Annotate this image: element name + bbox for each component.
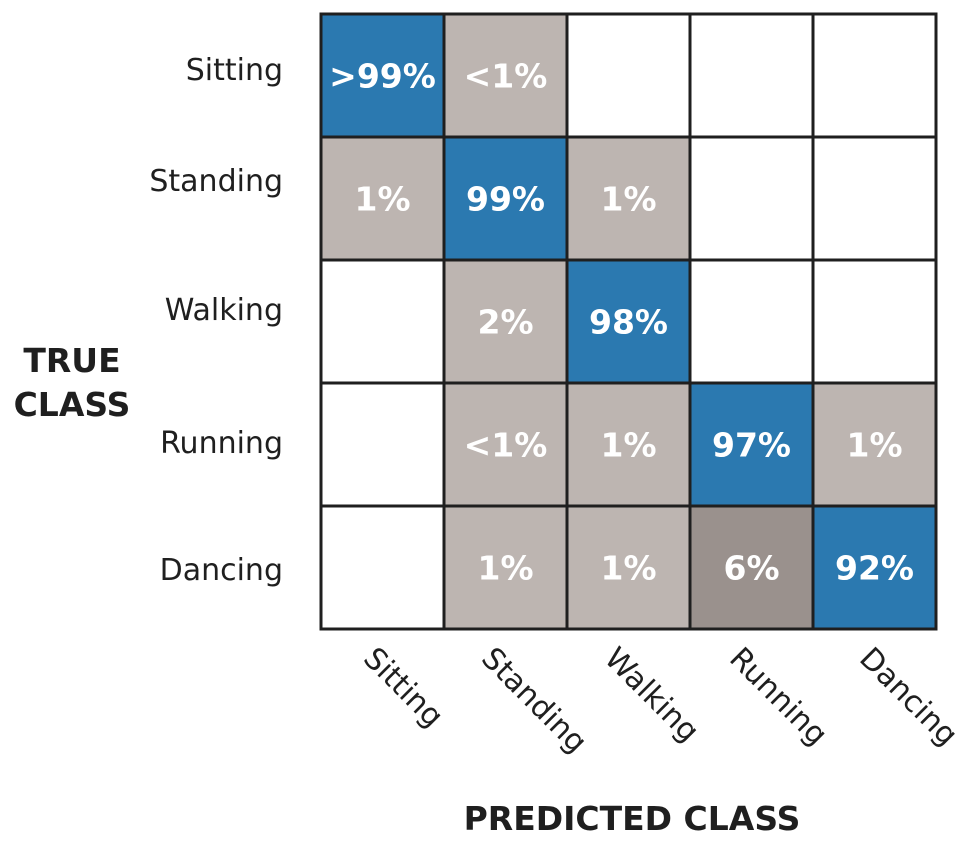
cell-label-running-standing: <1% [464, 426, 548, 465]
matrix-cell-dancing-sitting [321, 506, 444, 629]
matrix-cell-running-walking [567, 383, 690, 506]
y-axis-title-line-1: TRUE [23, 341, 120, 380]
cell-label-running-running: 97% [712, 426, 791, 465]
matrix-cell-standing-walking [567, 137, 690, 260]
column-label-running: Running [722, 641, 834, 753]
row-label-running: Running [160, 426, 283, 461]
cell-label-standing-sitting: 1% [354, 180, 410, 219]
row-label-sitting: Sitting [186, 53, 283, 88]
cell-label-dancing-walking: 1% [600, 549, 656, 588]
column-label-walking: Walking [597, 641, 705, 749]
x-axis-title: PREDICTED CLASS [464, 799, 801, 838]
cell-label-dancing-standing: 1% [477, 549, 533, 588]
column-label-dancing: Dancing [852, 641, 956, 753]
cell-label-walking-walking: 98% [589, 303, 668, 342]
row-label-standing: Standing [149, 164, 283, 199]
matrix-cell-sitting-sitting [321, 14, 444, 137]
matrix-cell-dancing-walking [567, 506, 690, 629]
matrix-cell-dancing-running [690, 506, 813, 629]
matrix-frame [319, 12, 938, 631]
cell-label-sitting-standing: <1% [464, 57, 548, 96]
column-label-sitting: Sitting [356, 641, 450, 735]
cell-label-running-walking: 1% [600, 426, 656, 465]
matrix-cell-running-running [690, 383, 813, 506]
matrix-cell-sitting-standing [444, 14, 567, 137]
cell-label-sitting-sitting: >99% [329, 57, 436, 96]
grid-layer [319, 12, 938, 631]
cell-label-standing-standing: 99% [466, 180, 545, 219]
y-axis-title-line-2: CLASS [14, 385, 131, 424]
matrix-cell-walking-dancing [813, 260, 936, 383]
cell-label-dancing-running: 6% [723, 549, 779, 588]
matrix-cell-running-sitting [321, 383, 444, 506]
cells-layer: >99% <1% 1% 99% 1% 2% 98% <1% 1% 97% 1% 1% 1% 6% 92% [321, 14, 936, 629]
row-label-dancing: Dancing [160, 553, 283, 588]
matrix-cell-walking-walking [567, 260, 690, 383]
matrix-cell-standing-dancing [813, 137, 936, 260]
cell-label-walking-standing: 2% [477, 303, 533, 342]
matrix-cell-walking-sitting [321, 260, 444, 383]
matrix-cell-sitting-walking [567, 14, 690, 137]
matrix-cell-walking-standing [444, 260, 567, 383]
cell-label-dancing-dancing: 92% [835, 549, 914, 588]
matrix-cell-dancing-dancing [813, 506, 936, 629]
matrix-cell-sitting-running [690, 14, 813, 137]
cell-label-running-dancing: 1% [846, 426, 902, 465]
matrix-cell-dancing-standing [444, 506, 567, 629]
matrix-cell-sitting-dancing [813, 14, 936, 137]
matrix-cell-walking-running [690, 260, 813, 383]
matrix-cell-standing-standing [444, 137, 567, 260]
matrix-cell-running-standing [444, 383, 567, 506]
matrix-cell-standing-sitting [321, 137, 444, 260]
cell-label-standing-walking: 1% [600, 180, 656, 219]
row-label-walking: Walking [165, 293, 283, 328]
matrix-cell-standing-running [690, 137, 813, 260]
matrix-cell-running-dancing [813, 383, 936, 506]
column-label-standing: Standing [474, 641, 593, 760]
